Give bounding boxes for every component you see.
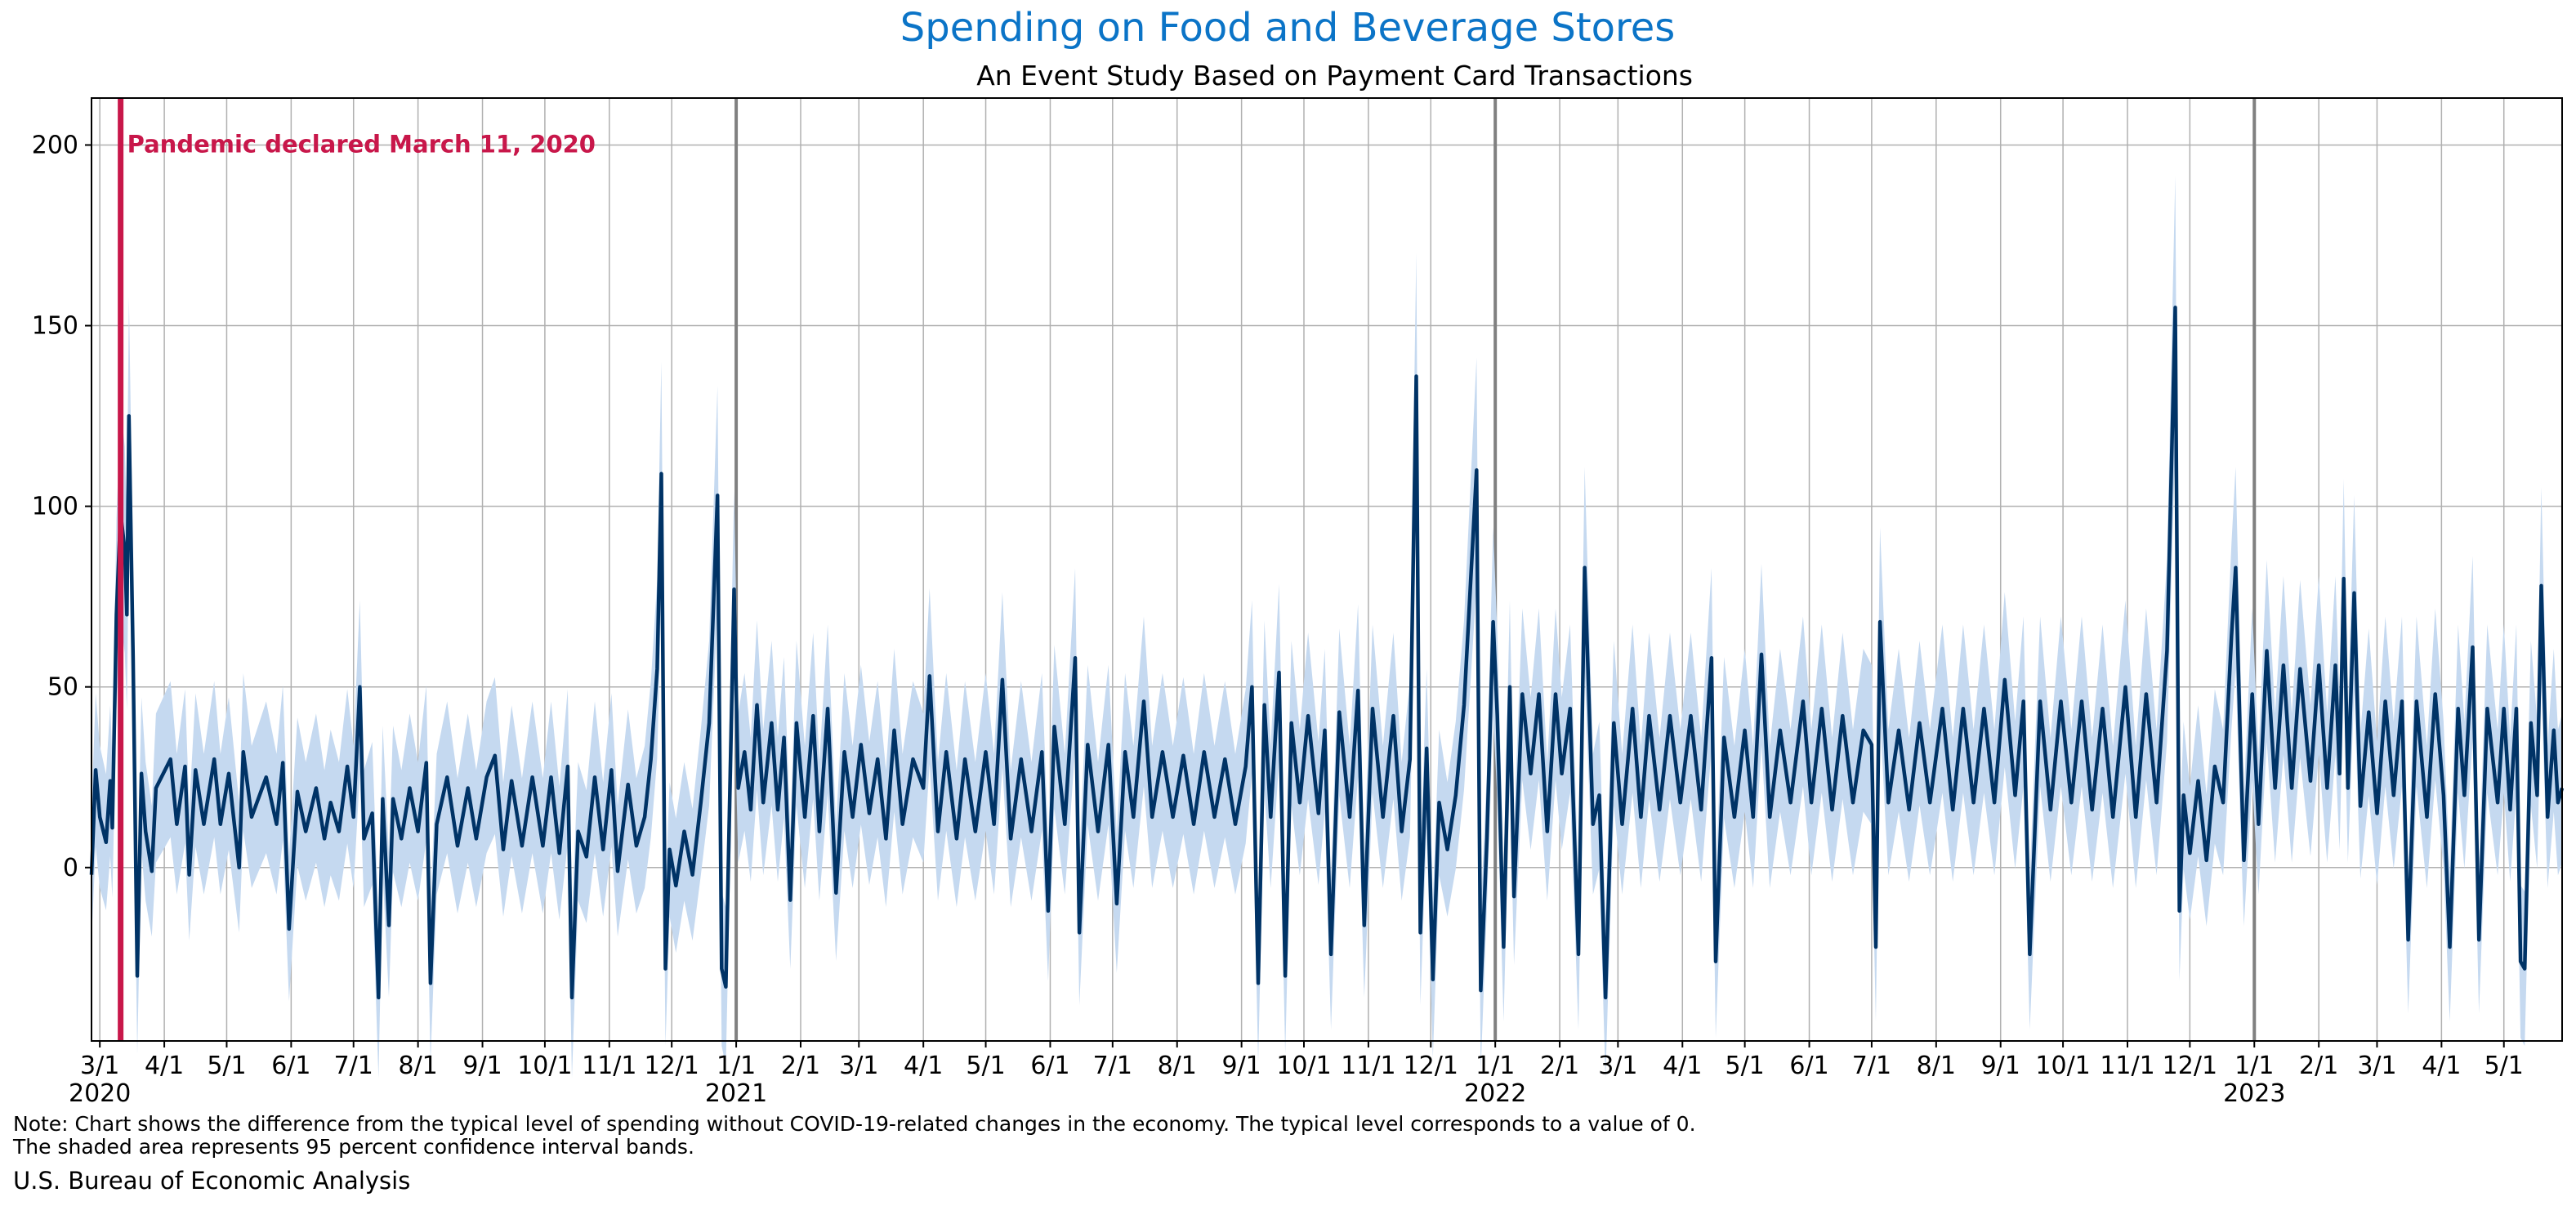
series-line	[89, 306, 2565, 1000]
x-tick-label: 8/1	[1158, 1052, 1197, 1080]
footer-note-line2: The shaded area represents 95 percent co…	[12, 1135, 694, 1159]
x-tick-label: 5/1	[2484, 1052, 2524, 1080]
y-tick-label: 100	[32, 493, 78, 521]
y-tick-label: 200	[32, 131, 78, 159]
x-tick-label: 5/1	[966, 1052, 1005, 1080]
x-tick-label: 8/1	[398, 1052, 437, 1080]
series-line-layer	[89, 306, 2565, 1000]
x-tick-label: 11/1	[2100, 1052, 2154, 1080]
footer-source: U.S. Bureau of Economic Analysis	[13, 1167, 410, 1195]
y-tick-label: 50	[47, 673, 78, 702]
chart-subtitle: An Event Study Based on Payment Card Tra…	[976, 60, 1693, 92]
plot-area: Pandemic declared March 11, 2020	[89, 97, 2565, 1079]
confidence-band	[92, 175, 2562, 1079]
x-tick-label: 8/1	[1917, 1052, 1956, 1080]
y-tick-label: 0	[63, 854, 78, 882]
x-tick-label: 9/1	[1981, 1052, 2020, 1080]
y-tick-label: 150	[32, 312, 78, 341]
x-tick-label: 12/1	[644, 1052, 699, 1080]
x-tick-label: 6/1	[1789, 1052, 1828, 1080]
x-tick-label: 1/1	[1476, 1052, 1515, 1080]
x-tick-label: 11/1	[1341, 1052, 1395, 1080]
x-tick-label: 7/1	[1852, 1052, 1891, 1080]
x-tick-label: 3/1	[1598, 1052, 1637, 1080]
x-year-label: 2021	[705, 1079, 767, 1108]
x-tick-label: 12/1	[2163, 1052, 2217, 1080]
x-tick-label: 4/1	[904, 1052, 943, 1080]
x-tick-label: 11/1	[582, 1052, 636, 1080]
x-tick-label: 7/1	[334, 1052, 373, 1080]
x-year-label: 2023	[2223, 1079, 2285, 1108]
chart-title: Spending on Food and Beverage Stores	[900, 5, 1676, 51]
x-tick-label: 3/1	[839, 1052, 878, 1080]
x-tick-label: 4/1	[2422, 1052, 2461, 1080]
plot-frame	[91, 97, 2563, 1042]
x-tick-label: 12/1	[1404, 1052, 1458, 1080]
x-tick-label: 9/1	[1221, 1052, 1261, 1080]
x-tick-label: 10/1	[1276, 1052, 1331, 1080]
x-tick-label: 2/1	[1540, 1052, 1579, 1080]
event-label: Pandemic declared March 11, 2020	[127, 130, 596, 158]
x-tick-label: 3/1	[80, 1052, 119, 1080]
x-tick-label: 5/1	[1725, 1052, 1764, 1080]
x-tick-label: 1/1	[717, 1052, 756, 1080]
x-tick-label: 4/1	[1663, 1052, 1702, 1080]
x-tick-label: 6/1	[271, 1052, 310, 1080]
x-tick-label: 2/1	[2299, 1052, 2338, 1080]
x-year-label: 2022	[1464, 1079, 1526, 1108]
x-tick-label: 3/1	[2357, 1052, 2396, 1080]
x-tick-label: 7/1	[1093, 1052, 1132, 1080]
x-tick-label: 2/1	[781, 1052, 820, 1080]
x-tick-label: 4/1	[145, 1052, 184, 1080]
x-year-label: 2020	[69, 1079, 131, 1108]
x-tick-label: 5/1	[207, 1052, 246, 1080]
x-tick-label: 9/1	[462, 1052, 502, 1080]
x-tick-label: 1/1	[2234, 1052, 2274, 1080]
footer-note-line1: Note: Chart shows the difference from th…	[13, 1112, 1696, 1136]
y-axis: 0 50 100 150 200	[32, 131, 92, 882]
x-tick-label: 6/1	[1030, 1052, 1069, 1080]
x-axis: 3/1 4/1 5/1 6/1 7/1 8/1 9/1 10/1 11/1 12/1 1/1 2/1 3…	[69, 1041, 2524, 1108]
event-marker-layer: Pandemic declared March 11, 2020	[118, 98, 596, 1041]
x-tick-label: 10/1	[517, 1052, 572, 1080]
x-tick-label: 10/1	[2035, 1052, 2090, 1080]
confidence-band-layer	[92, 175, 2562, 1079]
